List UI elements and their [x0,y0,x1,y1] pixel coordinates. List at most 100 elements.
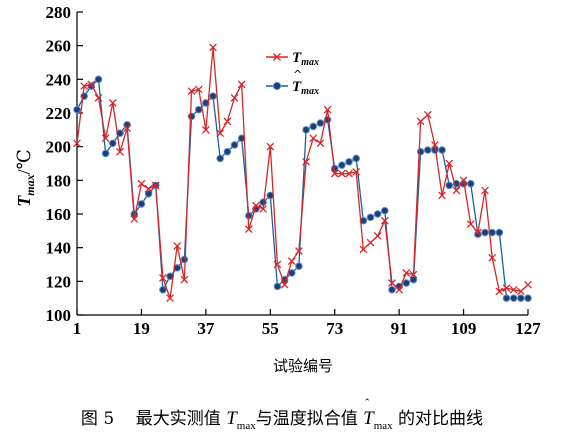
legend: Tmax Tmax ^ [266,50,319,97]
data-point [101,149,110,158]
data-point [187,112,196,121]
legend-item-tmax-fit: Tmax ^ [266,68,319,97]
x-tick-label: 19 [133,319,150,338]
data-point [295,262,303,270]
data-point [416,147,425,156]
data-point [416,117,425,126]
data-point [345,169,353,178]
data-point [330,169,339,178]
data-point [201,125,210,134]
data-point [423,110,432,119]
data-point [94,93,103,102]
data-point [302,157,310,166]
caption-var-1: Tmax [226,408,256,432]
data-point [259,205,267,213]
data-point [438,146,446,154]
data-point [466,220,475,228]
caption-figure-number: 图 5 [80,409,115,429]
data-point [287,257,296,265]
data-point [323,105,332,114]
data-point [166,294,174,303]
x-axis-title: 试验编号 [273,357,333,375]
data-point [502,294,511,302]
data-point [273,282,282,291]
data-point [509,285,518,294]
data-point [373,232,382,240]
y-tick-label: 100 [46,306,72,325]
y-axis-title: Tmax/℃ [14,149,37,206]
data-point [445,181,454,190]
data-point [395,285,404,294]
data-point [223,147,232,156]
data-point [230,141,239,149]
data-point [309,134,318,143]
data-point [524,294,532,302]
data-point [481,186,489,195]
data-point [273,260,282,269]
data-point [316,139,325,148]
data-point [173,242,182,250]
data-point [252,201,260,210]
data-point [516,287,525,296]
x-tick-label: 37 [197,319,215,338]
data-point [366,238,375,247]
y-tick-label: 120 [46,272,72,291]
data-point [137,200,146,208]
data-point [187,87,196,95]
series-layer [73,43,532,303]
data-point [481,228,489,237]
data-point [108,99,117,107]
caption-var-2: ˆ Tmax [363,396,393,432]
y-tick-label: 260 [46,37,72,56]
data-point [144,184,153,193]
data-point [159,285,167,294]
data-point [230,93,239,102]
y-ticks: 100 120 140 160 180 200 220 240 260 280 [46,3,83,325]
data-point [438,191,446,200]
data-point [495,287,504,296]
data-point [73,105,81,114]
data-point [409,275,418,284]
data-point [209,43,217,52]
data-point [502,284,511,292]
data-point [466,179,475,188]
data-point [452,186,461,195]
data-point [316,119,325,127]
data-point [159,274,167,282]
data-point [409,270,418,279]
legend-item-tmax: Tmax [266,50,319,68]
data-point [116,147,124,156]
legend-hat: ^ [293,68,302,81]
data-point [80,92,88,100]
y-tick-label: 240 [46,70,72,89]
x-tick-label: 127 [515,319,541,338]
data-point [345,158,353,166]
series-tmax-fit [73,75,532,302]
data-point [216,154,224,163]
data-point [488,253,497,262]
data-point [474,228,482,237]
data-point [80,82,89,90]
data-point [388,285,396,294]
data-point [352,168,361,176]
data-point [338,169,346,178]
y-tick-label: 220 [46,104,72,123]
caption-text-2: 与温度拟合值 [255,409,364,429]
data-point [194,85,203,94]
data-point [431,141,439,149]
data-point [524,280,532,289]
data-point [402,279,411,287]
axes [76,12,528,316]
x-tick-label: 91 [391,319,408,338]
data-point [144,190,153,198]
data-point [366,213,375,222]
data-point [194,105,203,114]
x-ticks: 1 19 37 55 73 91 109 127 [73,309,541,338]
y-tick-label: 160 [46,205,72,224]
data-point [223,117,232,126]
data-point [130,215,139,223]
data-point [123,120,131,129]
data-point [402,269,411,277]
chart: 100 120 140 160 180 200 220 240 260 280 1 19 37 55 73… [14,3,541,375]
data-point [87,80,96,89]
